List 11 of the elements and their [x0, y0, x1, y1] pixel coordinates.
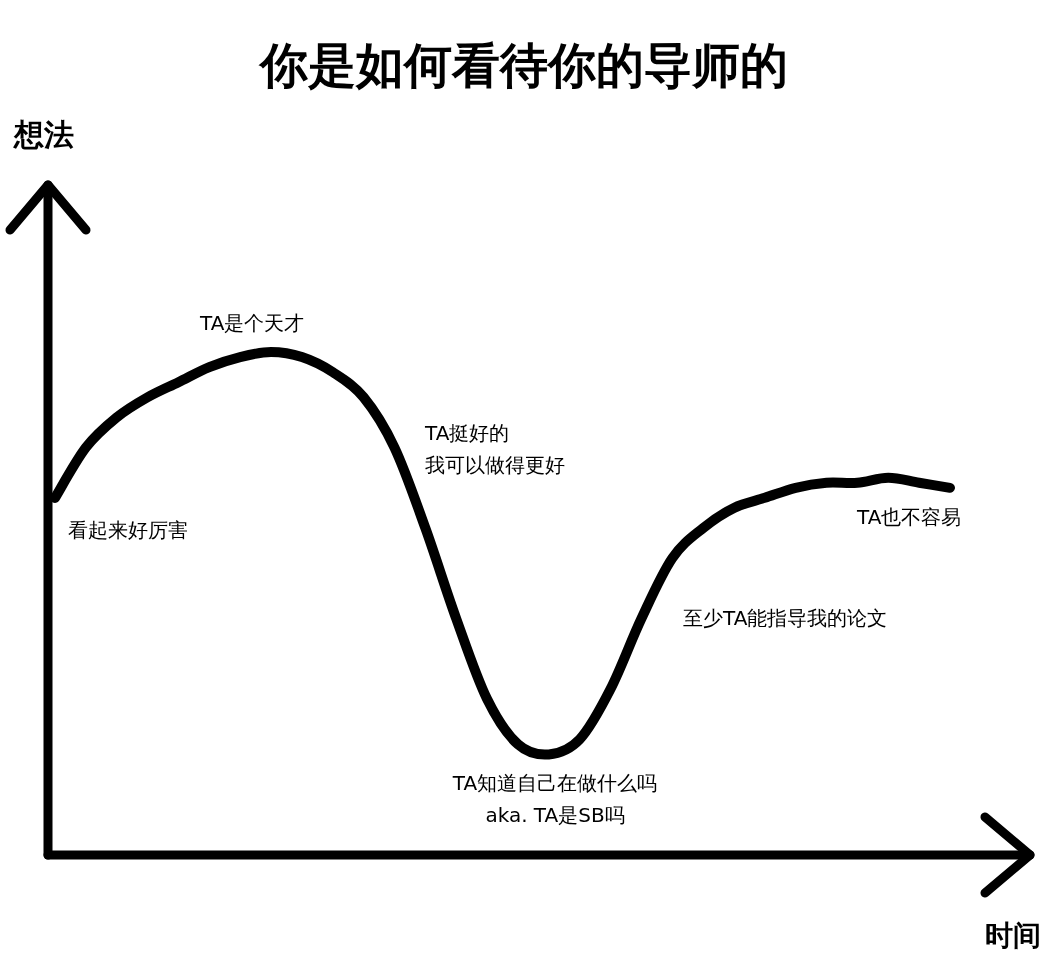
chart-title: 你是如何看待你的导师的	[257, 37, 788, 93]
annotation: TA也不容易	[856, 505, 962, 529]
text: TA是个天才	[199, 311, 305, 335]
annotation: 我可以做得更好	[425, 453, 565, 477]
annotation: aka. TA是SB吗	[485, 803, 625, 827]
x-axis-title: 时间	[985, 919, 1041, 952]
text: 想法	[13, 117, 74, 152]
annotation: 至少TA能指导我的论文	[683, 606, 888, 630]
annotation: 看起来好厉害	[68, 518, 188, 542]
annotation: TA知道自己在做什么吗	[451, 771, 658, 795]
annotation: TA挺好的	[424, 421, 510, 445]
